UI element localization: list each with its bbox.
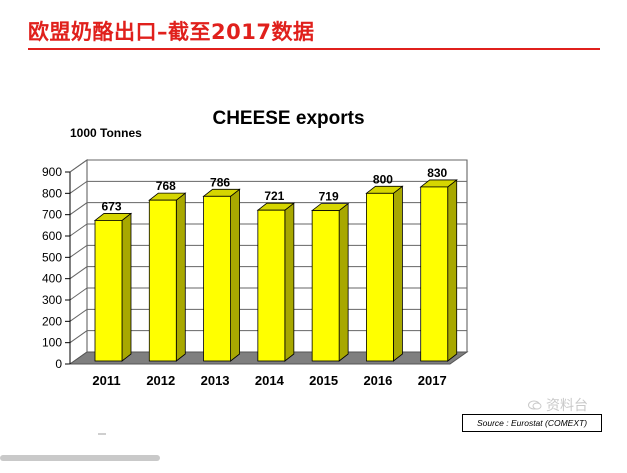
bar <box>311 210 340 362</box>
x-tick-label: 2014 <box>255 373 285 388</box>
data-label: 673 <box>101 199 121 213</box>
bar-side <box>338 202 349 362</box>
plot-side-wall <box>69 159 88 365</box>
bar-side <box>175 192 186 362</box>
bar-side <box>393 185 403 362</box>
data-label: 800 <box>373 172 393 186</box>
chart-title-text: CHEESE exports <box>212 108 365 129</box>
data-label: 768 <box>156 179 176 193</box>
bar <box>257 209 286 362</box>
bar <box>420 186 449 362</box>
bar <box>94 220 123 362</box>
data-label: 786 <box>210 175 230 189</box>
x-tick-label: 2013 <box>201 373 230 388</box>
bar <box>203 195 231 362</box>
chat-bubble-icon <box>528 400 542 410</box>
data-label: 719 <box>319 190 339 204</box>
y-tick-label: 200 <box>42 314 62 328</box>
chart-title: CHEESE exports <box>0 108 627 130</box>
data-label: 721 <box>264 189 284 203</box>
y-tick-label: 0 <box>55 357 62 371</box>
x-tick-label: 2015 <box>309 373 338 388</box>
gridline <box>69 202 467 216</box>
x-tick-label: 2016 <box>363 373 392 388</box>
x-tick-label: 2012 <box>146 373 175 388</box>
source-note: Source : Eurostat (COMEXT) <box>462 414 602 432</box>
bar-side <box>284 202 295 362</box>
y-tick-label: 100 <box>42 336 62 350</box>
x-tick-label: 2011 <box>92 373 120 388</box>
data-label: 830 <box>427 166 447 180</box>
y-tick-label: 400 <box>42 272 62 286</box>
y-tick-label: 700 <box>42 208 62 222</box>
y-axis-label: 1000 Tonnes <box>70 126 142 140</box>
bar-side <box>121 212 132 362</box>
y-tick-label: 800 <box>42 186 62 200</box>
y-tick-label: 900 <box>42 165 62 179</box>
slide-title: 欧盟奶酪出口–截至2017数据 <box>28 20 315 44</box>
horizontal-scrollbar[interactable] <box>0 455 160 461</box>
decorative-dash <box>98 433 106 435</box>
gridline <box>69 180 467 194</box>
bar <box>148 199 177 362</box>
y-tick-label: 600 <box>42 229 62 243</box>
watermark: 资料台 <box>546 398 588 414</box>
bar <box>366 192 394 362</box>
y-tick-label: 300 <box>42 293 62 307</box>
y-tick-label: 500 <box>42 250 62 264</box>
title-divider <box>28 48 600 50</box>
bar-side <box>230 188 240 362</box>
bar-side <box>447 179 458 362</box>
x-tick-label: 2017 <box>418 373 447 388</box>
gridline <box>69 159 467 173</box>
